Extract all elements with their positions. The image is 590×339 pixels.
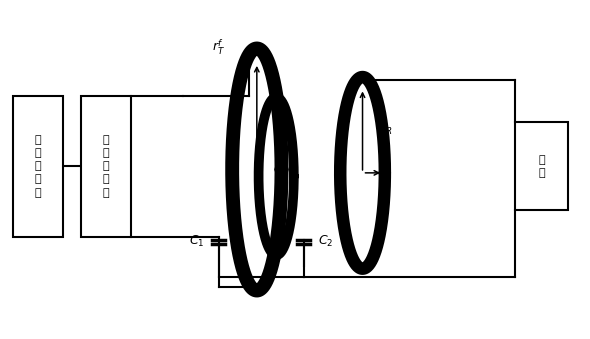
- Text: 负
载: 负 载: [538, 155, 545, 178]
- Text: $C_1$: $C_1$: [189, 234, 204, 250]
- Text: 功
率
放
大
器: 功 率 放 大 器: [102, 135, 109, 198]
- Text: $r_T^r$: $r_T^r$: [277, 124, 289, 141]
- Bar: [81, 96, 130, 237]
- Text: $C_2$: $C_2$: [319, 234, 334, 250]
- Bar: [515, 122, 568, 210]
- Text: $r_R$: $r_R$: [380, 123, 392, 137]
- Text: $r_T^f$: $r_T^f$: [212, 38, 225, 57]
- Bar: [13, 96, 63, 237]
- Text: 信
号
发
生
器: 信 号 发 生 器: [35, 135, 41, 198]
